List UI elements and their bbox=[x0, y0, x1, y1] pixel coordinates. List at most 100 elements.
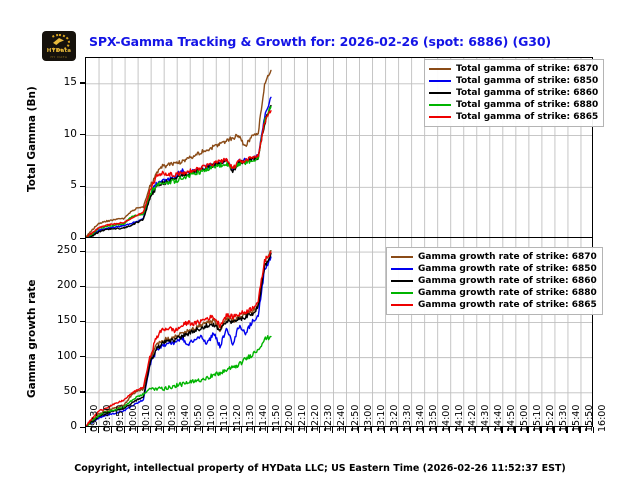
y-tick-label: 200 bbox=[56, 279, 77, 292]
legend-item[interactable]: Total gamma of strike: 6865 bbox=[429, 111, 598, 123]
x-axis-minor-tick bbox=[312, 427, 314, 431]
hydata-logo: HYData HY DATA bbox=[42, 31, 76, 61]
x-axis-tick bbox=[214, 427, 216, 433]
x-axis-minor-tick bbox=[221, 427, 223, 431]
legend-gamma-growth[interactable]: Gamma growth rate of strike: 6870 Gamma g… bbox=[386, 247, 603, 315]
x-axis-minor-tick bbox=[338, 427, 340, 431]
x-axis-minor-tick bbox=[416, 427, 418, 431]
y-tick-label: 0 bbox=[70, 420, 77, 432]
x-axis-minor-tick bbox=[143, 427, 145, 431]
legend-item-label: Total gamma of strike: 6880 bbox=[456, 100, 599, 110]
x-axis-tick bbox=[345, 427, 347, 433]
x-axis-minor-tick bbox=[247, 427, 249, 431]
x-axis-tick bbox=[240, 427, 242, 433]
x-axis-tick bbox=[84, 427, 86, 433]
x-axis-tick bbox=[488, 427, 490, 433]
legend-item-label: Gamma growth rate of strike: 6880 bbox=[418, 288, 597, 298]
y-axis-tick bbox=[80, 185, 85, 187]
x-axis-minor-tick bbox=[455, 427, 457, 431]
x-axis-minor-tick bbox=[104, 427, 106, 431]
legend-item-label: Gamma growth rate of strike: 6860 bbox=[418, 276, 597, 286]
y-axis-tick bbox=[80, 426, 85, 428]
x-axis-minor-tick bbox=[195, 427, 197, 431]
y-tick-label: 250 bbox=[56, 244, 77, 257]
x-axis-minor-tick bbox=[234, 427, 236, 431]
y-axis-tick bbox=[80, 250, 85, 252]
x-axis-tick bbox=[384, 427, 386, 433]
y-tick-label: 10 bbox=[63, 127, 77, 140]
x-axis-tick bbox=[397, 427, 399, 433]
legend-item[interactable]: Total gamma of strike: 6860 bbox=[429, 87, 598, 99]
x-axis-minor-tick bbox=[117, 427, 119, 431]
logo-ring-icon bbox=[48, 34, 70, 51]
x-axis-minor-tick bbox=[572, 427, 574, 431]
x-axis-tick bbox=[201, 427, 203, 433]
legend-color-swatch bbox=[391, 292, 413, 294]
legend-item[interactable]: Gamma growth rate of strike: 6880 bbox=[391, 287, 597, 299]
legend-color-swatch bbox=[391, 256, 413, 258]
legend-item-label: Total gamma of strike: 6865 bbox=[456, 112, 599, 122]
legend-item-label: Gamma growth rate of strike: 6865 bbox=[418, 300, 597, 310]
x-axis-minor-tick bbox=[273, 427, 275, 431]
x-axis-minor-tick bbox=[403, 427, 405, 431]
y-axis-tick bbox=[80, 237, 85, 239]
legend-item[interactable]: Gamma growth rate of strike: 6870 bbox=[391, 251, 597, 263]
y-tick-label: 100 bbox=[56, 349, 77, 362]
x-axis-minor-tick bbox=[325, 427, 327, 431]
x-axis-minor-tick bbox=[481, 427, 483, 431]
logo-subtext: HY DATA bbox=[50, 54, 68, 59]
legend-item[interactable]: Total gamma of strike: 6880 bbox=[429, 99, 598, 111]
x-axis-minor-tick bbox=[208, 427, 210, 431]
legend-item[interactable]: Total gamma of strike: 6870 bbox=[429, 63, 598, 75]
x-axis-minor-tick bbox=[130, 427, 132, 431]
x-axis-tick bbox=[123, 427, 125, 433]
legend-item[interactable]: Gamma growth rate of strike: 6850 bbox=[391, 263, 597, 275]
x-axis-tick bbox=[358, 427, 360, 433]
x-axis-minor-tick bbox=[559, 427, 561, 431]
x-axis-minor-tick bbox=[182, 427, 184, 431]
x-axis-tick bbox=[553, 427, 555, 433]
x-axis-tick bbox=[292, 427, 295, 433]
y-axis-tick bbox=[80, 285, 85, 287]
x-axis-minor-tick bbox=[156, 427, 158, 431]
y-axis-tick bbox=[80, 82, 85, 84]
legend-total-gamma[interactable]: Total gamma of strike: 6870 Total gamma o… bbox=[424, 59, 605, 127]
x-axis-minor-tick bbox=[364, 427, 366, 431]
y-tick-label: 15 bbox=[63, 75, 77, 88]
y-tick-label: 150 bbox=[56, 314, 77, 327]
y-axis-label-bottom: Gamma growth rate bbox=[26, 279, 38, 399]
x-axis-tick bbox=[579, 427, 581, 433]
y-tick-label: 5 bbox=[70, 179, 77, 192]
x-axis-tick bbox=[449, 427, 451, 433]
legend-color-swatch bbox=[429, 116, 451, 118]
legend-item-label: Total gamma of strike: 6850 bbox=[456, 76, 599, 86]
x-axis-minor-tick bbox=[390, 427, 392, 431]
x-axis-tick bbox=[540, 427, 542, 433]
x-axis-tick bbox=[149, 427, 151, 433]
x-axis-tick bbox=[162, 427, 164, 433]
legend-item-label: Total gamma of strike: 6870 bbox=[456, 64, 599, 74]
x-axis-minor-tick bbox=[468, 427, 470, 431]
legend-item[interactable]: Gamma growth rate of strike: 6860 bbox=[391, 275, 597, 287]
copyright-footer: Copyright, intellectual property of HYDa… bbox=[74, 463, 566, 474]
y-axis-tick bbox=[80, 391, 85, 393]
x-axis-minor-tick bbox=[585, 427, 587, 431]
legend-color-swatch bbox=[391, 304, 413, 306]
x-axis-tick bbox=[227, 427, 229, 433]
x-axis-tick bbox=[331, 427, 334, 433]
y-axis-tick bbox=[80, 320, 85, 323]
x-axis-tick bbox=[175, 427, 177, 433]
legend-item[interactable]: Gamma growth rate of strike: 6865 bbox=[391, 299, 597, 311]
y-tick-label: 0 bbox=[70, 231, 77, 243]
x-axis-minor-tick bbox=[533, 427, 535, 431]
x-axis-minor-tick bbox=[494, 427, 496, 431]
x-axis-tick bbox=[436, 427, 438, 433]
y-axis-label-top: Total Gamma (Bn) bbox=[26, 86, 38, 192]
x-axis-minor-tick bbox=[442, 427, 444, 431]
legend-item[interactable]: Total gamma of strike: 6850 bbox=[429, 75, 598, 87]
legend-color-swatch bbox=[391, 280, 413, 282]
logo-wordmark: HYData bbox=[46, 48, 72, 54]
x-axis-minor-tick bbox=[299, 427, 301, 431]
legend-color-swatch bbox=[429, 80, 451, 82]
x-axis-minor-tick bbox=[520, 427, 522, 431]
